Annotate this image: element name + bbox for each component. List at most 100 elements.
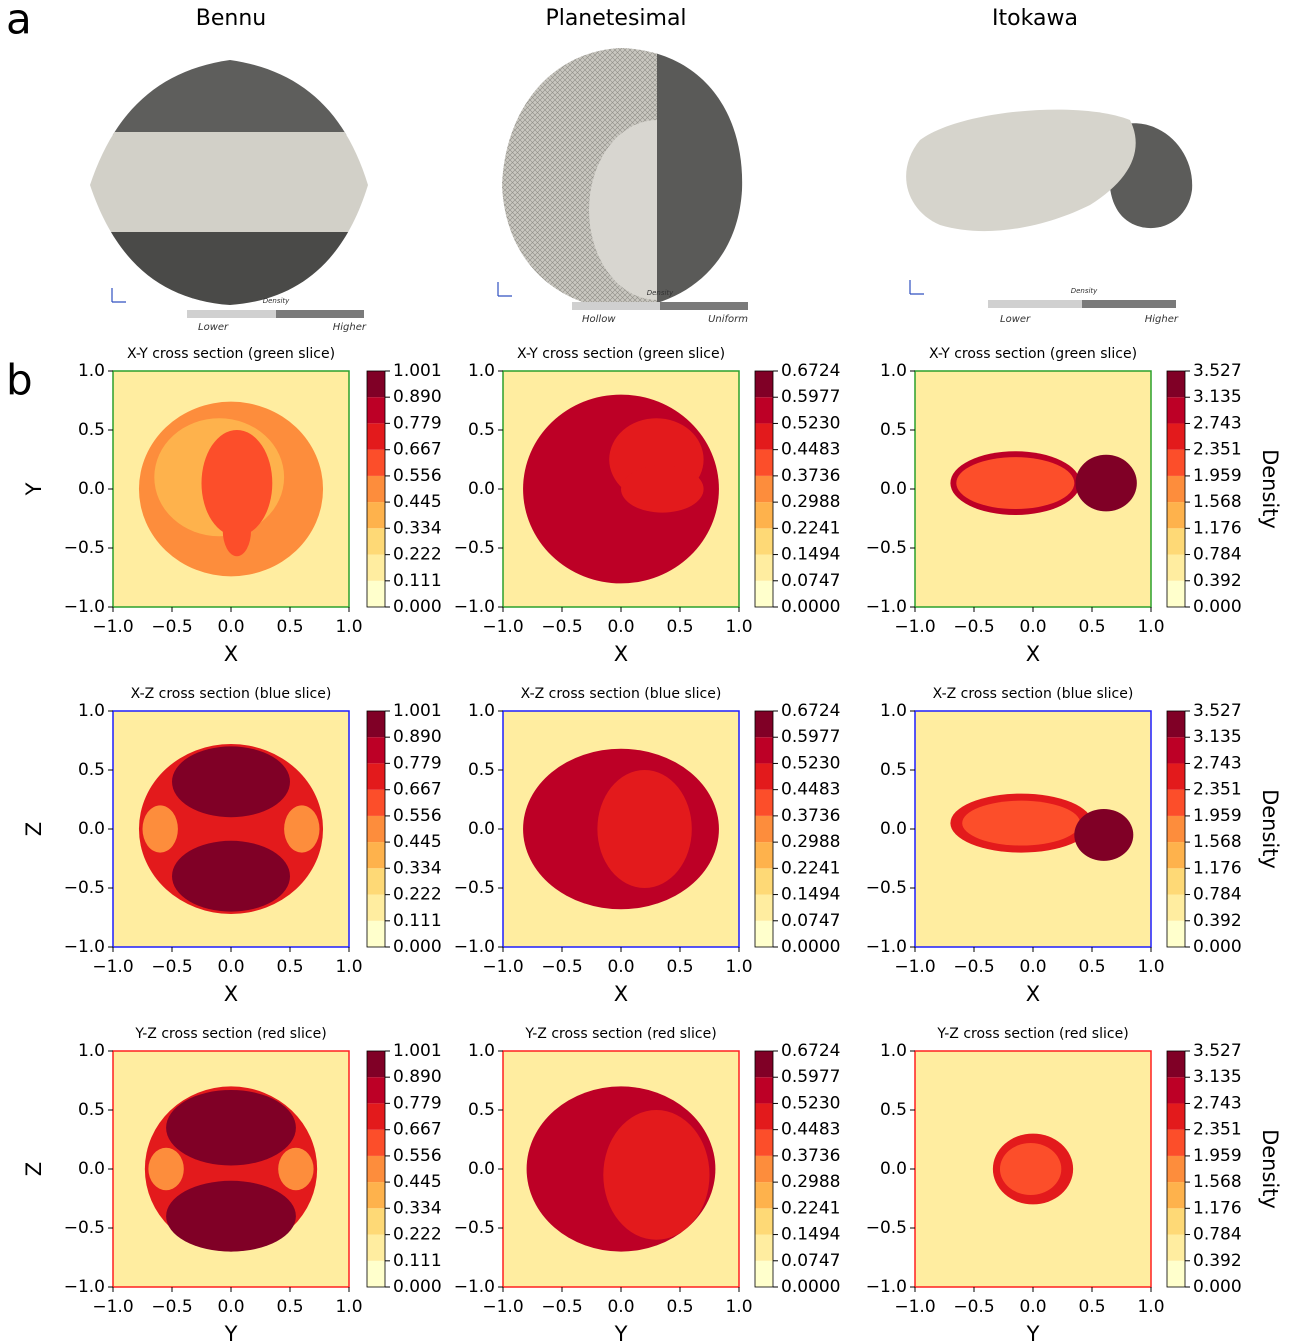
x-tick-label: 1.0 xyxy=(335,1297,362,1317)
x-tick-label: 0.5 xyxy=(666,617,693,637)
plot-title: X-Z cross section (blue slice) xyxy=(933,686,1134,702)
density-region xyxy=(278,1148,313,1190)
colorbar-tick-label: 0.334 xyxy=(393,1198,442,1218)
colorbar-tick-label: 1.001 xyxy=(393,361,442,381)
colorbar-tick-label: 0.779 xyxy=(393,753,442,773)
x-tick-label: −0.5 xyxy=(541,957,582,977)
colorbar-band xyxy=(367,1103,385,1129)
colorbar-tick-label: 0.445 xyxy=(393,492,442,512)
colorbar-tick-label: 0.392 xyxy=(1193,571,1242,591)
y-axis-label: Z xyxy=(22,822,46,836)
x-tick-label: −1.0 xyxy=(92,617,133,637)
bar-title: Density xyxy=(647,289,674,297)
x-tick-label: −1.0 xyxy=(482,1297,523,1317)
y-tick-label: 0.5 xyxy=(78,1100,105,1120)
x-tick-label: −1.0 xyxy=(894,1297,935,1317)
colorbar-tick-label: 2.743 xyxy=(1193,753,1242,773)
x-tick-label: −1.0 xyxy=(894,617,935,637)
colorbar-tick-label: 0.2241 xyxy=(781,1198,840,1218)
colorbar-tick-label: 0.784 xyxy=(1193,545,1242,565)
density-region xyxy=(1074,809,1133,861)
colorbar-band xyxy=(367,1051,385,1077)
x-tick-label: 0.5 xyxy=(1078,957,1105,977)
colorbar-band xyxy=(1167,1182,1185,1208)
plot-title: Y-Z cross section (red slice) xyxy=(524,1026,716,1042)
y-tick-label: −0.5 xyxy=(454,538,495,558)
x-axis-label: X xyxy=(1026,642,1040,666)
render-title: Bennu xyxy=(196,6,266,31)
colorbar-tick-label: 3.527 xyxy=(1193,361,1242,381)
colorbar-tick-label: 0.000 xyxy=(393,1277,442,1297)
density-region xyxy=(956,457,1074,509)
colorbar-tick-label: 0.556 xyxy=(393,466,442,486)
colorbar-band xyxy=(1167,1156,1185,1182)
colorbar-tick-label: 0.2241 xyxy=(781,858,840,878)
colorbar-band xyxy=(755,842,773,868)
x-axis-label: X xyxy=(224,982,238,1006)
colorbar-band xyxy=(755,737,773,763)
render-title: Itokawa xyxy=(992,6,1078,31)
colorbar-tick-label: 0.556 xyxy=(393,1146,442,1166)
plot-title: X-Y cross section (green slice) xyxy=(929,346,1137,362)
plot-title: X-Y cross section (green slice) xyxy=(517,346,725,362)
x-tick-label: 0.5 xyxy=(666,1297,693,1317)
x-tick-label: −1.0 xyxy=(482,957,523,977)
colorbar-band xyxy=(367,1130,385,1156)
x-axis-label: Y xyxy=(224,1322,238,1344)
colorbar-band xyxy=(367,423,385,449)
colorbar-tick-label: 0.3736 xyxy=(781,806,840,826)
x-tick-label: 0.5 xyxy=(666,957,693,977)
panel-label: b xyxy=(6,356,33,405)
contour-plot: X-Y cross section (green slice)−1.0−0.50… xyxy=(866,346,1282,666)
colorbar-band xyxy=(755,1077,773,1103)
colorbar-tick-label: 0.5977 xyxy=(781,387,840,407)
colorbar-band xyxy=(367,1156,385,1182)
colorbar-band xyxy=(367,895,385,921)
colorbar-tick-label: 0.784 xyxy=(1193,1225,1242,1245)
colorbar-band xyxy=(1167,397,1185,423)
contour-plot: X-Z cross section (blue slice)−1.0−0.50.… xyxy=(866,686,1282,1006)
y-axis-label: Y xyxy=(22,482,46,496)
colorbar-tick-label: 1.001 xyxy=(393,1041,442,1061)
colorbar-tick-label: 1.568 xyxy=(1193,1172,1242,1192)
x-tick-label: −1.0 xyxy=(92,957,133,977)
colorbar-band xyxy=(755,502,773,528)
colorbar-tick-label: 0.6724 xyxy=(781,361,840,381)
colorbar-tick-label: 3.527 xyxy=(1193,701,1242,721)
colorbar-tick-label: 0.3736 xyxy=(781,1146,840,1166)
plot-title: X-Y cross section (green slice) xyxy=(127,346,335,362)
colorbar-tick-label: 0.111 xyxy=(393,911,442,931)
colorbar-band xyxy=(1167,528,1185,554)
colorbar-band xyxy=(367,790,385,816)
y-tick-label: 1.0 xyxy=(78,1041,105,1061)
x-tick-label: −0.5 xyxy=(151,957,192,977)
colorbar-tick-label: 0.000 xyxy=(1193,597,1242,617)
y-tick-label: −1.0 xyxy=(64,597,105,617)
colorbar-band xyxy=(755,895,773,921)
plot-title: Y-Z cross section (red slice) xyxy=(134,1026,326,1042)
y-tick-label: 0.5 xyxy=(880,420,907,440)
density-region xyxy=(166,1181,296,1252)
colorbar-tick-label: 1.176 xyxy=(1193,1198,1242,1218)
y-tick-label: 0.0 xyxy=(880,479,907,499)
y-tick-label: −1.0 xyxy=(454,937,495,957)
colorbar-band xyxy=(367,921,385,947)
y-tick-label: 1.0 xyxy=(880,701,907,721)
x-tick-label: 0.0 xyxy=(607,957,634,977)
density-region xyxy=(172,746,290,817)
plot-title: X-Z cross section (blue slice) xyxy=(131,686,332,702)
colorbar-tick-label: 0.667 xyxy=(393,440,442,460)
x-tick-label: 0.0 xyxy=(217,1297,244,1317)
y-tick-label: −0.5 xyxy=(454,878,495,898)
x-tick-label: 0.5 xyxy=(1078,617,1105,637)
colorbar-band xyxy=(755,1182,773,1208)
y-tick-label: −1.0 xyxy=(866,937,907,957)
colorbar-band xyxy=(1167,555,1185,581)
y-tick-label: 0.0 xyxy=(880,1159,907,1179)
y-axis-label: Z xyxy=(22,1162,46,1176)
colorbar-band xyxy=(367,450,385,476)
colorbar-tick-label: 2.351 xyxy=(1193,780,1242,800)
x-axis-label: X xyxy=(614,982,628,1006)
x-axis-label: X xyxy=(614,642,628,666)
x-tick-label: 0.5 xyxy=(276,957,303,977)
